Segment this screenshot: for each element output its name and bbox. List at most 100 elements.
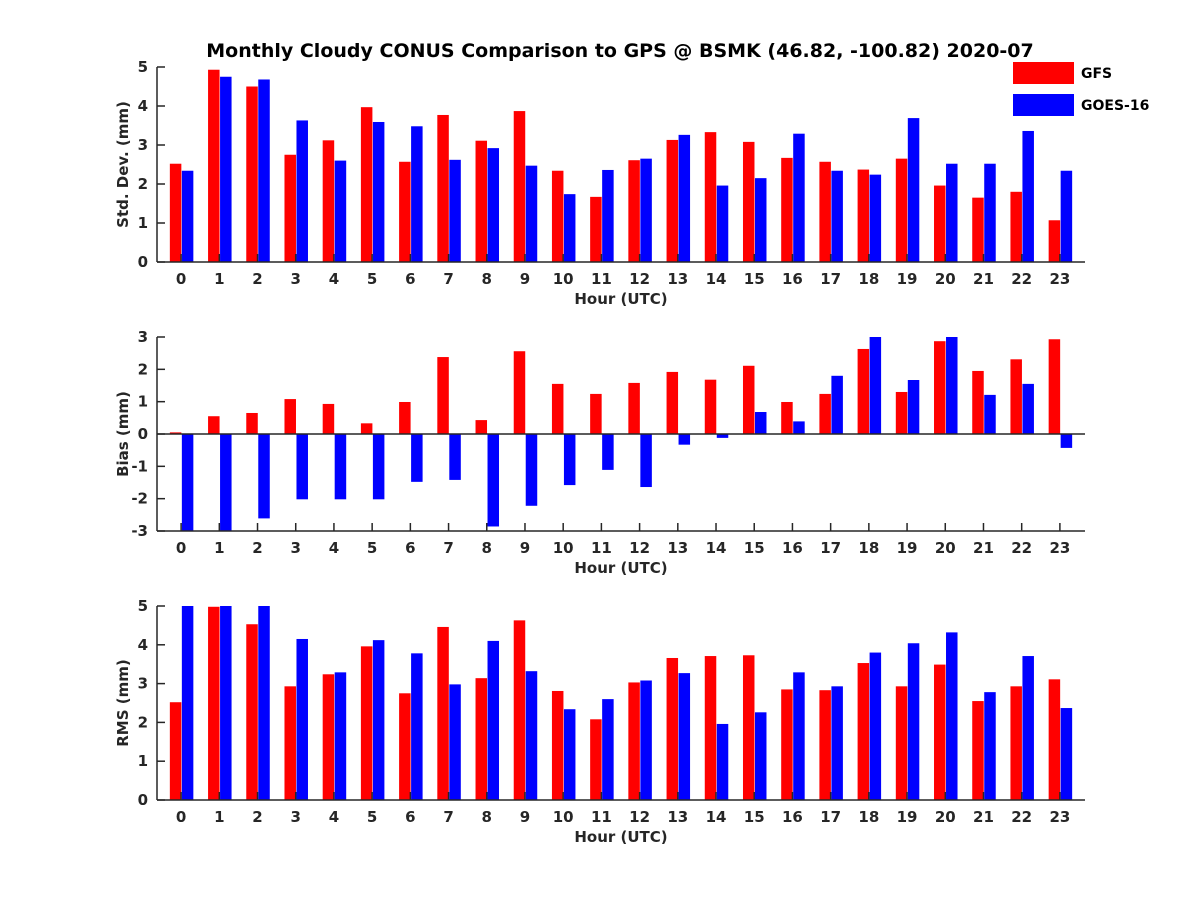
panel-stddev: 0 1 2 3 4 5 6 7 8 9 10 11 12 13 14 15 16 17 18 19 20 21 22 2301… (114, 58, 1085, 308)
x-tick-label-20: 20 (935, 808, 956, 826)
x-tick-label-8: 8 (482, 808, 492, 826)
x-tick-label-15: 15 (744, 808, 765, 826)
x-tick-label-21: 21 (973, 808, 994, 826)
bar-gfs-hour-12 (628, 382, 640, 434)
bar-gfs-hour-12 (628, 682, 640, 800)
bar-goes-16-hour-0 (181, 606, 194, 800)
bar-gfs-hour-19 (895, 686, 908, 800)
bar-gfs-hour-21 (972, 197, 984, 262)
bar-goes-16-hour-3 (296, 434, 308, 500)
x-axis-label: Hour (UTC) (574, 559, 667, 577)
bar-goes-16-hour-20 (946, 337, 958, 434)
bar-goes-16-hour-16 (793, 421, 805, 434)
bar-goes-16-hour-5 (372, 121, 385, 263)
x-tick-label-15: 15 (744, 539, 765, 557)
y-tick-label-3: 3 (138, 675, 148, 693)
x-tick-label-3: 3 (291, 808, 301, 826)
bar-gfs-hour-15 (742, 365, 755, 434)
x-tick-label-4: 4 (329, 539, 339, 557)
bar-goes-16-hour-3 (296, 638, 308, 800)
bar-gfs-hour-9 (513, 351, 526, 434)
bar-goes-16-hour-11 (602, 434, 614, 470)
bar-goes-16-hour-9 (525, 434, 538, 506)
y-tick-label-0: 0 (138, 425, 148, 443)
bar-goes-16-hour-17 (831, 170, 843, 262)
bar-gfs-hour-1 (208, 606, 220, 800)
bar-goes-16-hour-14 (716, 185, 729, 262)
y-tick-label-4: 4 (138, 97, 148, 115)
bar-goes-16-hour-20 (946, 163, 958, 262)
x-tick-label-9: 9 (520, 808, 530, 826)
bar-goes-16-hour-7 (449, 159, 461, 262)
bar-gfs-hour-14 (704, 132, 717, 262)
x-tick-label-19: 19 (897, 808, 918, 826)
bar-gfs-hour-1 (208, 69, 220, 262)
panel-rms: 0 1 2 3 4 5 6 7 8 9 10 11 12 13 14 15 16 17 18 19 20 21 22 2301… (114, 597, 1085, 846)
bar-gfs-hour-8 (475, 678, 488, 800)
bar-goes-16-hour-12 (640, 158, 652, 262)
x-tick-label-17: 17 (820, 539, 841, 557)
bar-gfs-hour-17 (819, 393, 831, 434)
x-tick-label-22: 22 (1011, 539, 1032, 557)
x-tick-label-5: 5 (367, 270, 377, 288)
y-tick-label-2: 2 (138, 360, 148, 378)
x-tick-label-21: 21 (973, 270, 994, 288)
bar-goes-16-hour-19 (907, 118, 920, 262)
x-tick-label-2: 2 (252, 270, 262, 288)
x-tick-label-10: 10 (553, 808, 574, 826)
y-axis-label: Std. Dev. (mm) (114, 101, 132, 228)
y-tick-label-4: 4 (138, 636, 148, 654)
x-tick-label-14: 14 (706, 539, 727, 557)
panel-bias: 0 1 2 3 4 5 6 7 8 9 10 11 12 13 14 15 16 17 18 19 20 21 22 23-3… (114, 328, 1085, 577)
bar-goes-16-hour-22 (1022, 383, 1034, 434)
x-tick-label-12: 12 (629, 539, 650, 557)
x-tick-label-14: 14 (706, 808, 727, 826)
bar-goes-16-hour-6 (411, 434, 423, 482)
bar-goes-16-hour-12 (640, 434, 652, 488)
bar-gfs-hour-2 (246, 86, 258, 262)
x-tick-label-15: 15 (744, 270, 765, 288)
x-tick-label-4: 4 (329, 808, 339, 826)
bar-gfs-hour-16 (781, 401, 793, 434)
bar-gfs-hour-3 (284, 154, 296, 262)
bar-gfs-hour-1 (208, 416, 220, 434)
x-tick-label-19: 19 (897, 539, 918, 557)
x-tick-label-2: 2 (252, 808, 262, 826)
x-tick-label-7: 7 (443, 270, 453, 288)
bar-gfs-hour-12 (628, 160, 640, 262)
legend-swatch-gfs (1013, 62, 1074, 84)
bar-gfs-hour-23 (1048, 339, 1061, 434)
bar-gfs-hour-2 (246, 412, 258, 434)
y-tick-label-1: 1 (138, 214, 148, 232)
bar-goes-16-hour-21 (984, 394, 996, 434)
x-tick-label-9: 9 (520, 539, 530, 557)
bar-gfs-hour-20 (934, 341, 946, 434)
bar-goes-16-hour-3 (296, 120, 308, 263)
bar-goes-16-hour-8 (487, 148, 500, 262)
x-tick-label-16: 16 (782, 539, 803, 557)
bar-goes-16-hour-23 (1060, 170, 1073, 262)
bar-gfs-hour-5 (360, 423, 373, 434)
bar-gfs-hour-8 (475, 420, 488, 434)
x-tick-label-0: 0 (176, 539, 186, 557)
x-tick-label-22: 22 (1011, 808, 1032, 826)
y-tick-label-0: 0 (138, 253, 148, 271)
bar-gfs-hour-4 (322, 140, 335, 262)
x-tick-label-20: 20 (935, 270, 956, 288)
x-tick-label-20: 20 (935, 539, 956, 557)
bar-gfs-hour-7 (437, 114, 449, 262)
x-tick-label-1: 1 (214, 808, 224, 826)
x-tick-label-3: 3 (291, 539, 301, 557)
x-tick-label-0: 0 (176, 808, 186, 826)
x-tick-label-3: 3 (291, 270, 301, 288)
bar-gfs-hour-11 (590, 393, 602, 434)
bar-goes-16-hour-1 (220, 606, 232, 800)
x-tick-label-23: 23 (1049, 539, 1070, 557)
x-tick-label-4: 4 (329, 270, 339, 288)
bar-gfs-hour-10 (551, 170, 564, 262)
x-tick-label-5: 5 (367, 808, 377, 826)
bar-gfs-hour-21 (972, 370, 984, 434)
x-tick-label-7: 7 (443, 539, 453, 557)
y-tick-label--2: -2 (131, 490, 148, 508)
